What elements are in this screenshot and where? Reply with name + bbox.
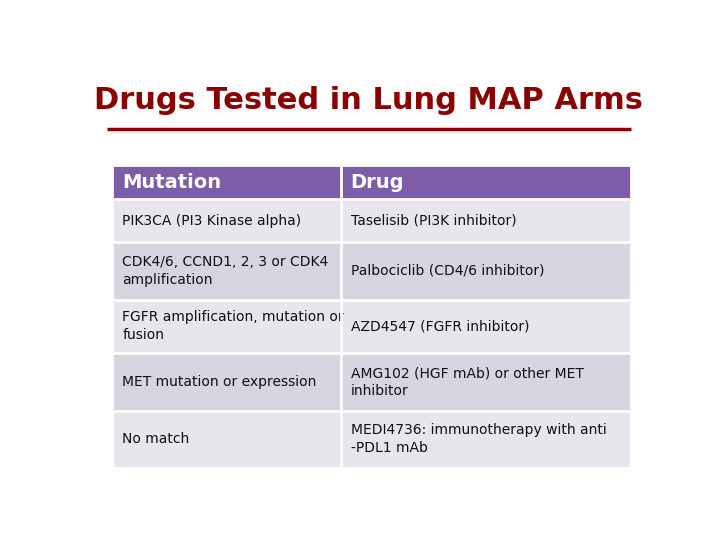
Text: Taselisib (PI3K inhibitor): Taselisib (PI3K inhibitor) xyxy=(351,214,516,228)
Bar xyxy=(112,165,341,199)
Bar xyxy=(341,411,631,468)
Text: Drug: Drug xyxy=(351,173,404,192)
Text: AZD4547 (FGFR inhibitor): AZD4547 (FGFR inhibitor) xyxy=(351,319,529,333)
Text: No match: No match xyxy=(122,433,189,447)
Bar xyxy=(341,165,631,199)
Bar xyxy=(341,300,631,353)
Bar xyxy=(112,242,341,300)
Text: Palbociclib (CD4/6 inhibitor): Palbociclib (CD4/6 inhibitor) xyxy=(351,264,544,278)
Text: FGFR amplification, mutation or
fusion: FGFR amplification, mutation or fusion xyxy=(122,310,344,342)
Bar xyxy=(112,199,341,242)
Text: CDK4/6, CCND1, 2, 3 or CDK4
amplification: CDK4/6, CCND1, 2, 3 or CDK4 amplificatio… xyxy=(122,255,328,287)
Text: MEDI4736: immunotherapy with anti
-PDL1 mAb: MEDI4736: immunotherapy with anti -PDL1 … xyxy=(351,423,606,455)
Text: AMG102 (HGF mAb) or other MET
inhibitor: AMG102 (HGF mAb) or other MET inhibitor xyxy=(351,366,584,398)
Bar xyxy=(341,199,631,242)
Bar xyxy=(341,353,631,411)
Bar xyxy=(112,300,341,353)
Bar xyxy=(112,353,341,411)
Text: Drugs Tested in Lung MAP Arms: Drugs Tested in Lung MAP Arms xyxy=(94,86,644,114)
Text: PIK3CA (PI3 Kinase alpha): PIK3CA (PI3 Kinase alpha) xyxy=(122,214,302,228)
Text: Mutation: Mutation xyxy=(122,173,222,192)
Bar xyxy=(112,411,341,468)
Text: MET mutation or expression: MET mutation or expression xyxy=(122,375,317,389)
Bar xyxy=(341,242,631,300)
